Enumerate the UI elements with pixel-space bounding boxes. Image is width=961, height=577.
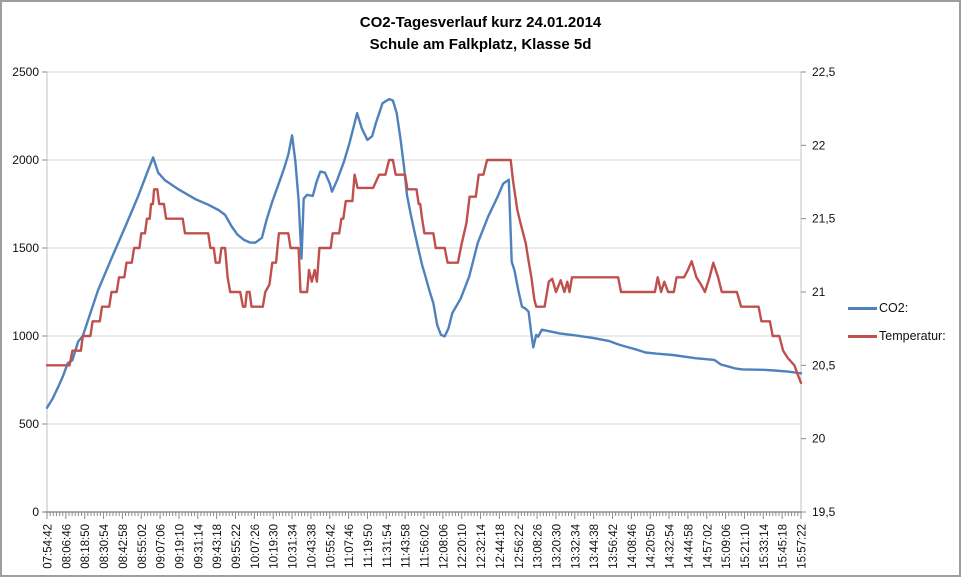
x-axis-tick-label: 15:21:10 (740, 524, 752, 569)
right-axis-tick-label: 21 (812, 285, 826, 299)
x-axis-tick-label: 12:44:18 (495, 524, 507, 569)
x-axis-tick-label: 08:30:54 (99, 523, 111, 568)
x-axis-tick-label: 11:07:46 (344, 524, 356, 568)
x-axis-tick-label: 08:55:02 (137, 524, 149, 569)
left-axis-tick-label: 1500 (12, 241, 39, 255)
x-axis-tick-label: 13:08:26 (533, 524, 545, 569)
x-axis-tick-label: 14:57:02 (702, 524, 714, 569)
left-axis-tick-label: 2500 (12, 65, 39, 79)
x-axis-tick-label: 11:31:54 (382, 523, 394, 568)
left-axis-tick-label: 0 (32, 505, 39, 519)
x-axis-tick-label: 13:20:30 (551, 524, 563, 569)
x-axis-tick-label: 12:08:06 (438, 524, 450, 569)
right-axis-tick-label: 20,5 (812, 358, 836, 372)
x-axis-tick-label: 11:43:58 (401, 524, 413, 568)
x-axis-tick-label: 12:56:22 (514, 524, 526, 569)
x-axis-tick-label: 11:56:02 (420, 524, 432, 568)
x-axis-tick-label: 14:32:54 (665, 523, 677, 568)
x-axis-tick-label: 12:32:14 (476, 523, 488, 568)
temperature-line-swatch (848, 334, 877, 338)
x-axis-tick-label: 10:19:30 (269, 524, 281, 569)
x-axis-tick-label: 11:19:50 (363, 524, 375, 568)
x-axis-tick-label: 13:44:38 (589, 524, 601, 569)
x-axis-tick-label: 15:33:14 (759, 523, 771, 568)
x-axis-tick-label: 08:42:58 (118, 524, 130, 569)
left-axis-tick-label: 2000 (12, 153, 39, 167)
x-axis-tick-label: 10:43:38 (306, 524, 318, 569)
chart-title-block: CO2-Tagesverlauf kurz 24.01.2014 Schule … (2, 12, 959, 56)
co2-line-swatch (848, 306, 877, 310)
left-axis-tick-label: 1000 (12, 329, 39, 343)
right-axis-tick-label: 21,5 (812, 212, 836, 226)
x-axis-tick-label: 10:55:42 (325, 524, 337, 569)
x-axis-tick-label: 14:20:50 (646, 524, 658, 569)
legend-label-temperatur: Temperatur: (879, 329, 946, 343)
x-axis-tick-label: 08:18:50 (80, 524, 92, 569)
right-axis-tick-label: 20 (812, 432, 826, 446)
x-axis-tick-label: 13:32:34 (570, 523, 582, 568)
chart-subtitle: Schule am Falkplatz, Klasse 5d (369, 36, 592, 53)
legend-label-co2: CO2: (879, 301, 909, 315)
x-axis-tick-label: 13:56:42 (608, 524, 620, 569)
x-axis-tick-label: 14:44:58 (683, 524, 695, 569)
x-axis-tick-label: 15:09:06 (721, 524, 733, 569)
right-axis-tick-label: 22,5 (812, 65, 836, 79)
x-axis-tick-label: 10:31:34 (288, 523, 300, 568)
right-axis-tick-label: 22 (812, 138, 826, 152)
x-axis-tick-label: 09:07:06 (156, 524, 168, 569)
x-axis-tick-label: 15:45:18 (778, 524, 790, 569)
x-axis-tick-label: 07:54:42 (43, 524, 55, 569)
co2-line (45, 97, 803, 409)
x-axis-tick-label: 12:20:10 (457, 524, 469, 569)
legend-item-co2[interactable]: CO2: (848, 294, 946, 322)
legend: CO2: Temperatur: (848, 294, 946, 350)
x-axis-tick-label: 15:57:22 (797, 524, 809, 569)
x-axis-tick-label: 09:31:14 (193, 523, 205, 568)
chart-title: CO2-Tagesverlauf kurz 24.01.2014 (359, 14, 602, 31)
x-axis-tick-label: 09:43:18 (212, 524, 224, 569)
temperature-line (45, 158, 803, 385)
right-axis-tick-label: 19,5 (812, 505, 836, 519)
x-axis-tick-label: 08:06:46 (61, 524, 73, 569)
x-axis-tick-label: 14:08:46 (627, 524, 639, 569)
x-axis-tick-label: 09:19:10 (174, 524, 186, 569)
legend-item-temperatur[interactable]: Temperatur: (848, 322, 946, 350)
x-axis-tick-label: 09:55:22 (231, 524, 243, 569)
left-axis-tick-label: 500 (19, 417, 39, 431)
x-axis-tick-label: 10:07:26 (250, 524, 262, 569)
